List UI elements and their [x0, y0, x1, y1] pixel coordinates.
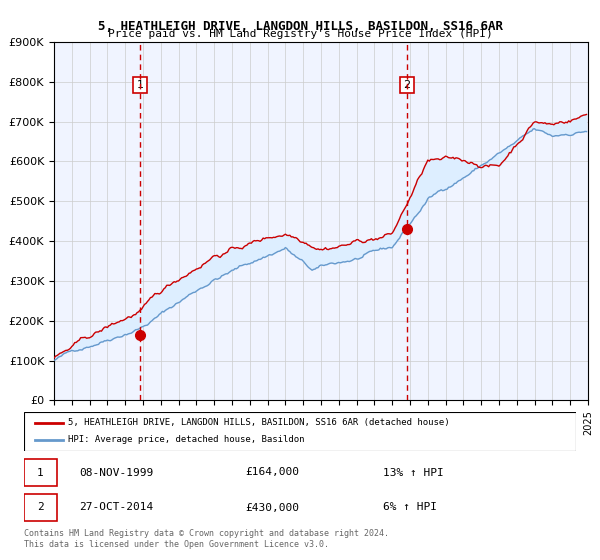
- Text: Price paid vs. HM Land Registry's House Price Index (HPI): Price paid vs. HM Land Registry's House …: [107, 29, 493, 39]
- Text: 08-NOV-1999: 08-NOV-1999: [79, 468, 154, 478]
- FancyBboxPatch shape: [24, 494, 57, 521]
- Text: 6% ↑ HPI: 6% ↑ HPI: [383, 502, 437, 512]
- Text: £164,000: £164,000: [245, 468, 299, 478]
- Text: 1: 1: [37, 468, 44, 478]
- Text: 27-OCT-2014: 27-OCT-2014: [79, 502, 154, 512]
- Text: £430,000: £430,000: [245, 502, 299, 512]
- FancyBboxPatch shape: [24, 412, 576, 451]
- Text: 5, HEATHLEIGH DRIVE, LANGDON HILLS, BASILDON, SS16 6AR (detached house): 5, HEATHLEIGH DRIVE, LANGDON HILLS, BASI…: [68, 418, 450, 427]
- Text: 2: 2: [37, 502, 44, 512]
- Text: 13% ↑ HPI: 13% ↑ HPI: [383, 468, 443, 478]
- Text: 5, HEATHLEIGH DRIVE, LANGDON HILLS, BASILDON, SS16 6AR: 5, HEATHLEIGH DRIVE, LANGDON HILLS, BASI…: [97, 20, 503, 32]
- FancyBboxPatch shape: [24, 459, 57, 486]
- Text: Contains HM Land Registry data © Crown copyright and database right 2024.
This d: Contains HM Land Registry data © Crown c…: [24, 529, 389, 549]
- Text: 1: 1: [137, 80, 144, 90]
- Text: 2: 2: [403, 80, 410, 90]
- Text: HPI: Average price, detached house, Basildon: HPI: Average price, detached house, Basi…: [68, 435, 305, 444]
